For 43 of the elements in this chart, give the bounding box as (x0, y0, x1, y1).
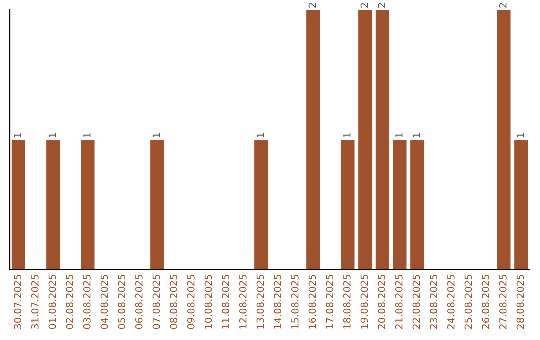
x-tick-label: 14.08.2025 (274, 275, 282, 329)
x-tick-label: 17.08.2025 (326, 275, 334, 329)
x-tick-label: 23.08.2025 (430, 275, 438, 330)
x-tick-label: 06.08.2025 (135, 275, 143, 330)
data-label: 1 (344, 133, 351, 138)
data-label: 1 (48, 133, 56, 138)
x-tick-label: 27.08.2025 (499, 275, 507, 330)
x-tick-label: 13.08.2025 (256, 275, 264, 329)
x-tick-label: 25.08.2025 (464, 275, 472, 330)
data-label: 1 (396, 133, 403, 138)
data-label: 1 (516, 133, 524, 138)
x-tick-label: 08.08.2025 (170, 275, 178, 330)
x-tick-label: 04.08.2025 (100, 275, 108, 330)
data-label: 1 (412, 133, 420, 138)
x-tick-label: 20.08.2025 (378, 275, 386, 330)
data-label: 2 (308, 3, 316, 8)
data-label: 2 (360, 3, 368, 8)
x-tick-label: 30.07.2025 (14, 275, 22, 330)
x-tick-label: 22.08.2025 (412, 275, 420, 330)
data-label: 1 (14, 133, 22, 138)
x-tick-label: 26.08.2025 (482, 275, 490, 330)
x-tick-label: 28.08.2025 (516, 275, 524, 330)
x-tick-label: 03.08.2025 (83, 275, 91, 330)
data-label: 1 (256, 133, 264, 138)
data-label: 2 (499, 3, 507, 8)
x-tick-label: 12.08.2025 (239, 275, 247, 329)
x-tick-label: 05.08.2025 (118, 275, 126, 330)
data-label: 2 (378, 3, 386, 8)
data-label: 1 (152, 133, 160, 138)
x-tick-label: 24.08.2025 (447, 275, 455, 330)
x-tick-label: 11.08.2025 (222, 275, 230, 329)
x-tick-label: 10.08.2025 (204, 275, 212, 329)
x-tick-label: 15.08.2025 (291, 275, 299, 329)
x-tick-label: 09.08.2025 (187, 275, 195, 330)
x-tick-label: 16.08.2025 (308, 275, 316, 329)
x-tick-label: 07.08.2025 (152, 275, 160, 330)
x-tick-label: 02.08.2025 (66, 275, 74, 330)
x-tick-label: 18.08.2025 (343, 275, 351, 329)
x-tick-label: 19.08.2025 (360, 275, 368, 329)
data-label: 1 (84, 133, 91, 138)
x-tick-label: 01.08.2025 (48, 275, 56, 330)
x-tick-label: 21.08.2025 (395, 275, 403, 330)
x-tick-label: 31.07.2025 (31, 275, 39, 330)
